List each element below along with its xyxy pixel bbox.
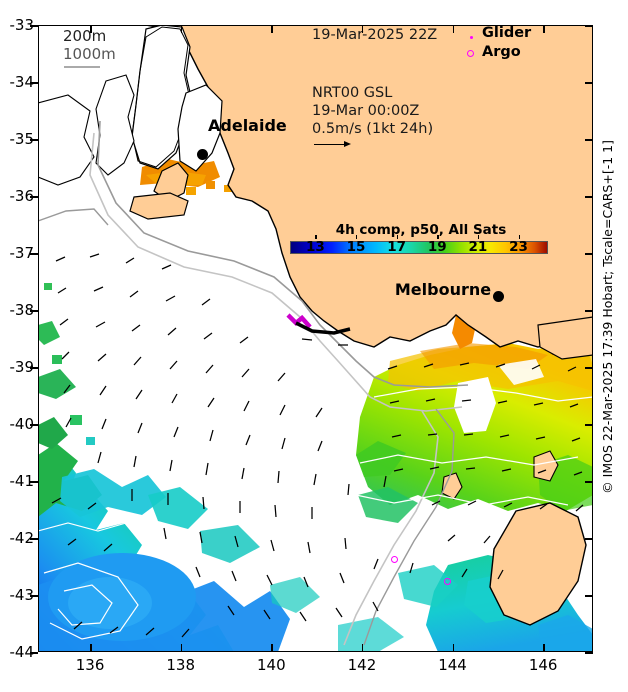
x-axis-tick-top [90,25,92,33]
x-axis-tick-label: 138 [166,656,196,674]
y-axis-tick-right [585,424,593,426]
sst-patch-southwest [38,417,290,652]
y-axis-tick-label: -37 [9,244,35,262]
y-axis-tick-label: -34 [9,73,35,91]
x-axis-tick-top [452,25,455,33]
y-axis-tick-right [585,310,593,312]
y-axis-tick-right [585,82,593,84]
colorbar-tick-label: 17 [387,239,407,255]
x-axis-tick-top [180,25,183,33]
y-axis-tick [30,139,38,141]
x-axis-tick-top [543,25,545,33]
depth-contour-1000m-label: 1000m [63,45,116,63]
depth-scale-line [64,66,100,68]
colorbar-title: 4h comp, p50, All Sats [335,222,507,238]
x-axis-tick-label: 142 [347,656,377,674]
y-axis-tick [30,538,38,540]
city-label-adelaide: Adelaide [208,116,287,135]
sst-patch-shelf [38,283,95,445]
y-axis-tick-label: -44 [9,643,35,661]
y-axis-tick-right [585,253,593,255]
y-axis-tick-right [585,595,593,597]
x-axis-tick-label: 136 [75,656,105,674]
vector-scale-arrow-shaft [314,144,346,146]
colorbar-tick-label: 23 [509,239,528,255]
y-axis-tick-right [585,25,593,27]
city-dot-melbourne [493,291,504,302]
map-plot-area[interactable] [38,25,593,652]
glider-track [286,313,351,335]
current-vector-layer [51,253,584,638]
colorbar-tick-label: 19 [427,239,447,255]
argo-legend-label: Argo [482,44,521,60]
y-axis-tick-right [585,139,593,141]
y-axis-tick-right [585,652,593,654]
x-axis-tick-label: 144 [438,656,467,674]
colorbar-tick [477,235,480,239]
colorbar: 4h comp, p50, All Sats 13 15 17 19 21 23 [290,222,552,255]
y-axis-tick [30,253,38,255]
city-label-melbourne: Melbourne [394,280,492,299]
timestamp-label: 19-Mar-2025 22Z [312,27,438,43]
x-axis-tick-top [271,25,273,33]
credit-label: © IMOS 22-Mar-2025 17:39 Hobart; Tscale=… [600,140,615,494]
y-axis-tick [30,652,38,654]
x-axis-tick-top [361,25,364,33]
y-axis-tick [30,424,38,426]
model-name-label: NRT00 GSL [312,85,393,101]
argo-legend-icon [467,50,474,57]
y-axis-tick-label: -36 [9,187,35,205]
y-axis-tick-label: -39 [9,358,35,376]
colorbar-tick [396,235,398,239]
argo-float-marker[interactable] [391,556,398,563]
y-axis-tick [30,367,38,369]
y-axis-tick-right [585,196,593,198]
x-axis-tick [543,644,545,652]
glider-legend-icon [470,36,473,39]
x-axis-tick [271,644,273,652]
x-axis-tick [180,644,183,652]
y-axis-tick-label: -43 [9,586,35,604]
city-dot-adelaide [197,149,208,160]
colorbar-tick [315,235,317,239]
x-axis-tick [361,644,364,652]
y-axis-tick-right [585,367,593,369]
y-axis-tick [30,481,38,483]
model-time-label: 19-Mar 00:00Z [312,103,420,119]
colorbar-tick [437,235,439,239]
y-axis-tick [30,196,38,198]
vector-scale-arrow-head [344,141,351,147]
argo-float-marker[interactable] [444,578,451,585]
y-axis-tick-label: -33 [9,16,35,34]
colorbar-tick [356,235,358,239]
depth-contour-200m-label: 200m [63,27,107,45]
x-axis-tick [452,644,455,652]
y-axis-tick-right [585,481,593,483]
y-axis-tick-right [585,538,593,540]
y-axis-tick-label: -40 [9,415,35,433]
y-axis-tick [30,25,38,27]
y-axis-tick [30,595,38,597]
y-axis-tick-label: -41 [9,472,35,490]
model-scale-label: 0.5m/s (1kt 24h) [312,121,434,137]
colorbar-gradient [290,241,548,254]
x-axis-tick-label: 146 [528,656,558,674]
x-axis-tick [90,644,92,652]
colorbar-tick [518,235,520,239]
y-axis-tick-label: -38 [9,301,35,319]
y-axis-tick-label: -42 [9,529,35,547]
colorbar-tick-label: 21 [468,239,488,255]
y-axis-tick [30,310,38,312]
coastline-layer [38,25,593,646]
glider-legend-label: Glider [482,25,532,41]
y-axis-tick-label: -35 [9,130,35,148]
colorbar-tick-label: 13 [305,239,325,255]
colorbar-tick-label: 15 [346,239,366,255]
x-axis-tick-label: 140 [256,656,286,674]
y-axis-tick [30,82,38,84]
